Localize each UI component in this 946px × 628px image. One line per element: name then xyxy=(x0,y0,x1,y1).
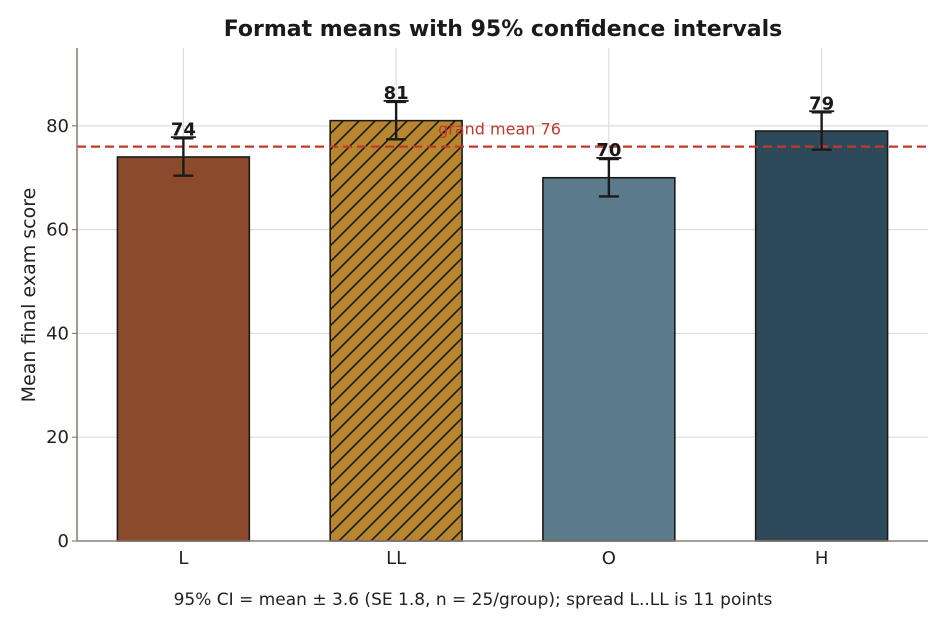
y-tick-label: 0 xyxy=(58,531,69,552)
x-tick-label: LL xyxy=(386,548,406,569)
reference-line-group: grand mean 76 xyxy=(77,120,928,148)
value-label-o: 70 xyxy=(596,140,621,161)
caption: 95% CI = mean ± 3.6 (SE 1.8, n = 25/grou… xyxy=(174,590,773,610)
y-tick-label: 60 xyxy=(46,220,69,241)
bars xyxy=(116,119,889,542)
value-label-ll: 81 xyxy=(384,83,409,104)
x-tick-label: O xyxy=(602,548,616,569)
y-ticks: 0 20 40 60 80 xyxy=(46,116,77,552)
error-bars xyxy=(173,100,832,198)
value-labels: 74 81 70 79 xyxy=(171,83,834,161)
x-tick-label: H xyxy=(815,548,829,569)
bar-o xyxy=(542,176,676,542)
x-ticks: L LL O H xyxy=(178,548,828,569)
axes xyxy=(76,48,928,542)
value-label-h: 79 xyxy=(809,93,834,114)
bar-h xyxy=(754,130,889,542)
bar-l xyxy=(116,156,251,542)
bar-hatch-ll xyxy=(330,120,463,541)
y-tick-label: 20 xyxy=(46,427,69,448)
y-tick-label: 80 xyxy=(46,116,69,137)
chart-title: Format means with 95% confidence interva… xyxy=(224,17,783,42)
y-axis-label: Mean final exam score xyxy=(18,188,40,403)
value-label-l: 74 xyxy=(171,119,196,140)
y-tick-label: 40 xyxy=(46,323,69,344)
x-tick-label: L xyxy=(178,548,188,569)
reference-line-label: grand mean 76 xyxy=(438,120,561,139)
